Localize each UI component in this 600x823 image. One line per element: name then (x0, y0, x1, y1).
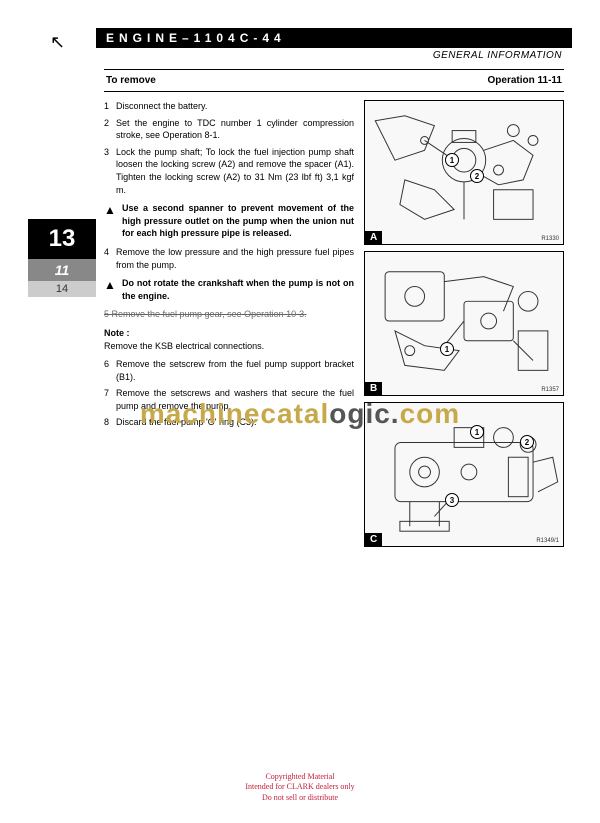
callout: 1 (440, 342, 454, 356)
warning-box: Do not rotate the crankshaft when the pu… (104, 277, 354, 302)
figure-b: 1 B R1357 (364, 251, 564, 396)
step: Remove the setscrews and washers that se… (104, 387, 354, 412)
callout: 1 (470, 425, 484, 439)
steps-list-c: Remove the setscrew from the fuel pump s… (104, 358, 354, 429)
steps-list-b: Remove the low pressure and the high pre… (104, 246, 354, 271)
warning-box: Use a second spanner to prevent movement… (104, 202, 354, 240)
figure-c: 1 2 3 C R1349/1 (364, 402, 564, 547)
page-container: ENGINE–1104C-44 GENERAL INFORMATION 13 1… (28, 28, 572, 795)
steps-list-a: Disconnect the battery. Set the engine t… (104, 100, 354, 196)
figure-ref: R1349/1 (536, 538, 559, 544)
header-subtitle: GENERAL INFORMATION (28, 50, 562, 61)
figure-a: 1 2 A R1330 (364, 100, 564, 245)
section-left: To remove (106, 75, 156, 86)
section-right: Operation 11-11 (488, 75, 562, 86)
note-text: Remove the KSB electrical connections. (104, 340, 354, 353)
header-title-bar: ENGINE–1104C-44 (96, 28, 572, 48)
figure-ref: R1330 (541, 236, 559, 242)
struck-step: 5 Remove the fuel pump gear, see Operati… (104, 308, 354, 321)
callout: 2 (470, 169, 484, 183)
two-column-layout: Disconnect the battery. Set the engine t… (104, 100, 564, 553)
step: Lock the pump shaft; To lock the fuel in… (104, 146, 354, 196)
note-label: Note : (104, 327, 354, 340)
tab-page: 14 (28, 281, 96, 297)
mechanical-drawing-icon (365, 252, 563, 395)
callout: 3 (445, 493, 459, 507)
footer-notice: Copyrighted Material Intended for CLARK … (0, 772, 600, 803)
mechanical-drawing-icon (365, 403, 563, 546)
callout: 1 (445, 153, 459, 167)
footer-line: Do not sell or distribute (0, 793, 600, 803)
figure-column: 1 2 A R1330 (364, 100, 564, 553)
content-wrap: 13 11 14 To remove Operation 11-11 Disco… (28, 69, 572, 553)
content-area: To remove Operation 11-11 Disconnect the… (96, 69, 572, 553)
step: Discard the fuel pump 'O' ring (C3). (104, 416, 354, 429)
side-tabs: 13 11 14 (28, 69, 96, 553)
callout: 2 (520, 435, 534, 449)
mechanical-drawing-icon (365, 101, 563, 244)
figure-label: C (365, 533, 382, 546)
step: Set the engine to TDC number 1 cylinder … (104, 117, 354, 142)
footer-line: Copyrighted Material (0, 772, 600, 782)
step: Disconnect the battery. (104, 100, 354, 113)
mouse-cursor: ↖ (50, 32, 65, 53)
tab-section: 11 (28, 259, 96, 281)
figure-ref: R1357 (541, 387, 559, 393)
step: Remove the setscrew from the fuel pump s… (104, 358, 354, 383)
tab-chapter: 13 (28, 219, 96, 259)
section-heading: To remove Operation 11-11 (104, 69, 564, 92)
figure-label: A (365, 231, 382, 244)
footer-line: Intended for CLARK dealers only (0, 782, 600, 792)
text-column: Disconnect the battery. Set the engine t… (104, 100, 354, 553)
step: Remove the low pressure and the high pre… (104, 246, 354, 271)
figure-label: B (365, 382, 382, 395)
